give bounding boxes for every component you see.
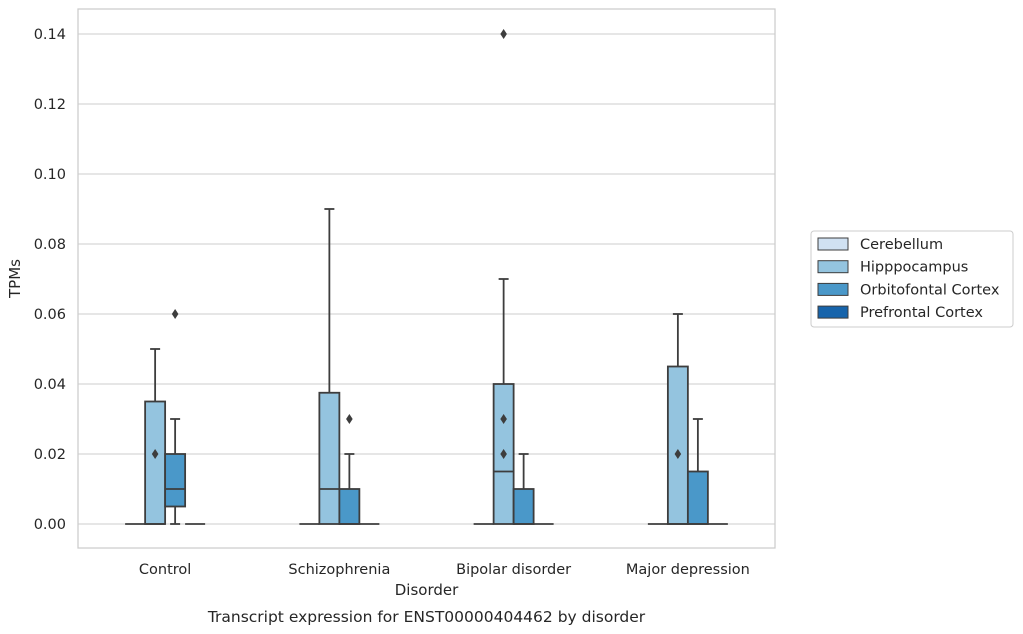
legend-label: Hipppocampus — [860, 260, 968, 276]
box — [666, 365, 689, 525]
box — [512, 488, 535, 525]
box — [338, 488, 361, 525]
x-tick-label: Bipolar disorder — [456, 562, 571, 578]
legend: Cerebellum Hipppocampus Orbitofontal Corte… — [810, 230, 1014, 328]
y-tick-label: 0.10 — [34, 167, 66, 183]
legend-swatch — [817, 260, 849, 274]
x-axis-ticks: Control Schizophrenia Bipolar disorder Majo… — [139, 562, 750, 578]
x-tick-label: Major depression — [626, 562, 750, 578]
x-axis-label: Disorder — [395, 581, 459, 599]
y-tick-label: 0.06 — [34, 307, 66, 323]
legend-swatch — [817, 282, 849, 296]
legend-label: Cerebellum — [860, 237, 943, 253]
y-tick-label: 0.08 — [34, 237, 66, 253]
legend-box — [810, 230, 1014, 328]
outlier-point — [346, 414, 353, 424]
box — [144, 400, 167, 525]
legend-swatch — [817, 305, 849, 319]
outlier-point — [171, 309, 179, 319]
y-axis-ticks: 0.00 0.02 0.04 0.06 0.08 0.10 0.12 0.14 — [34, 27, 66, 533]
box — [686, 470, 709, 525]
outlier-point — [674, 449, 682, 459]
x-tick-label: Control — [139, 562, 191, 578]
y-tick-label: 0.12 — [34, 97, 66, 113]
y-tick-label: 0.00 — [34, 517, 66, 533]
outlier-point — [500, 449, 507, 459]
chart-caption: Transcript expression for ENST0000040446… — [207, 608, 646, 626]
box — [318, 391, 341, 525]
legend-label: Orbitofontal Cortex — [860, 282, 1000, 298]
plot-frame — [77, 8, 776, 549]
outlier-point — [500, 414, 507, 424]
y-tick-label: 0.14 — [34, 27, 66, 43]
outlier-point — [151, 449, 159, 459]
x-tick-label: Schizophrenia — [288, 562, 390, 578]
box-series — [125, 29, 728, 525]
outlier-point — [500, 29, 507, 39]
y-tick-label: 0.04 — [34, 377, 66, 393]
y-axis-label: TPMs — [6, 259, 24, 299]
legend-swatch — [817, 237, 849, 251]
box — [164, 453, 187, 508]
y-tick-label: 0.02 — [34, 447, 66, 463]
legend-label: Prefrontal Cortex — [860, 305, 983, 321]
